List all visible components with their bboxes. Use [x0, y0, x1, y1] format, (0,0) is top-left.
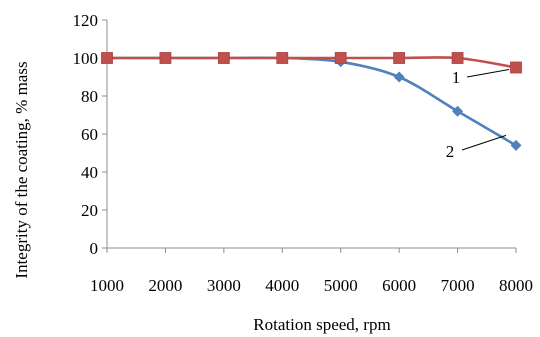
series-layer: [101, 52, 522, 151]
series-1: [101, 52, 522, 74]
series-2-point: [510, 139, 522, 151]
y-tick-label: 20: [81, 201, 98, 220]
series-1-point: [101, 52, 113, 64]
series-1-point: [334, 52, 347, 64]
y-tick-label: 80: [81, 87, 98, 106]
series-labels: 12: [446, 68, 510, 161]
series-2-leader: [461, 134, 507, 151]
x-tick-label: 7000: [441, 276, 475, 295]
x-tick-label: 8000: [499, 276, 533, 295]
series-2-label: 2: [446, 142, 455, 161]
series-1-leader: [466, 69, 510, 78]
y-tick-label: 40: [81, 163, 98, 182]
y-tick-label: 100: [73, 49, 99, 68]
y-tick-label: 120: [73, 11, 99, 30]
series-1-point: [451, 52, 464, 64]
series-1-point: [159, 52, 172, 64]
series-1-point: [393, 52, 406, 64]
series-1-point: [217, 52, 230, 64]
x-tick-label: 2000: [148, 276, 182, 295]
series-1-point: [276, 52, 289, 64]
x-tick-label: 5000: [324, 276, 358, 295]
x-tick-label: 6000: [382, 276, 416, 295]
x-tick-label: 1000: [90, 276, 124, 295]
x-tick-label: 3000: [207, 276, 241, 295]
series-1-label: 1: [452, 68, 461, 87]
y-tick-label: 0: [90, 239, 99, 258]
x-axis-title: Rotation speed, rpm: [253, 315, 390, 334]
y-axis-title: Integrity of the coating, % mass: [12, 61, 31, 278]
x-tick-label: 4000: [265, 276, 299, 295]
series-1-point: [510, 61, 522, 74]
axes: 0 20 40 60 80 100 120 1000 2000 3000 4000 5000 6000 7…: [73, 11, 534, 295]
series-2-point: [452, 105, 464, 117]
series-2-point: [393, 71, 405, 83]
y-tick-label: 60: [81, 125, 98, 144]
